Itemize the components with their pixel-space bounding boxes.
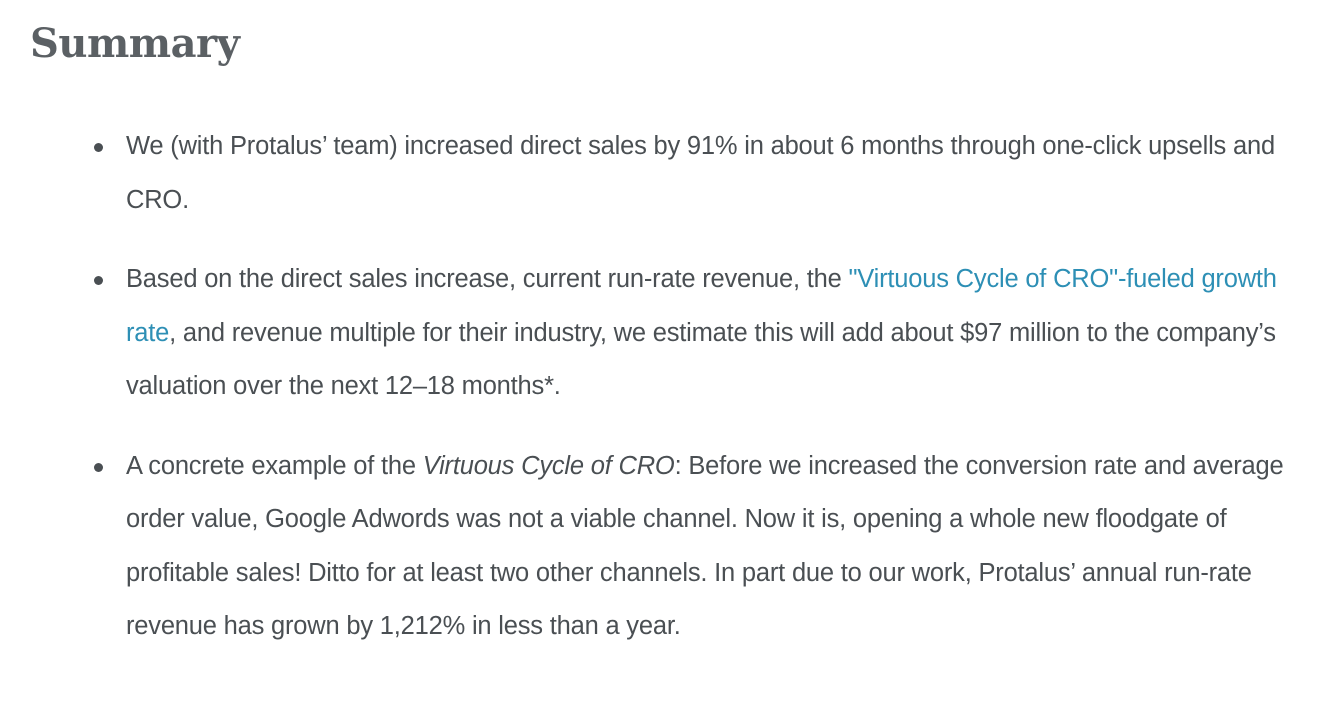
list-item: A concrete example of the Virtuous Cycle…	[0, 440, 1338, 654]
bullet-icon	[94, 143, 103, 152]
bullet-icon	[94, 276, 103, 285]
item-text-after-link: , and revenue multiple for their industr…	[126, 318, 1276, 401]
item-text-before-italic: A concrete example of the	[126, 451, 423, 480]
virtuous-cycle-link[interactable]: "Virtuous Cycle of CRO"-fueled growth ra…	[126, 265, 1277, 347]
section-title: Summary	[30, 20, 240, 67]
list-item: Based on the direct sales increase, curr…	[0, 253, 1338, 414]
italic-phrase: Virtuous Cycle of CRO	[422, 451, 675, 480]
list-item: We (with Protalus’ team) increased direc…	[0, 120, 1338, 227]
item-text: We (with Protalus’ team) increased direc…	[126, 132, 1275, 214]
summary-list: We (with Protalus’ team) increased direc…	[0, 120, 1338, 680]
item-text-before-link: Based on the direct sales increase, curr…	[126, 265, 849, 293]
item-text-after-italic: : Before we increased the conversion rat…	[126, 451, 1284, 641]
bullet-icon	[94, 462, 103, 472]
